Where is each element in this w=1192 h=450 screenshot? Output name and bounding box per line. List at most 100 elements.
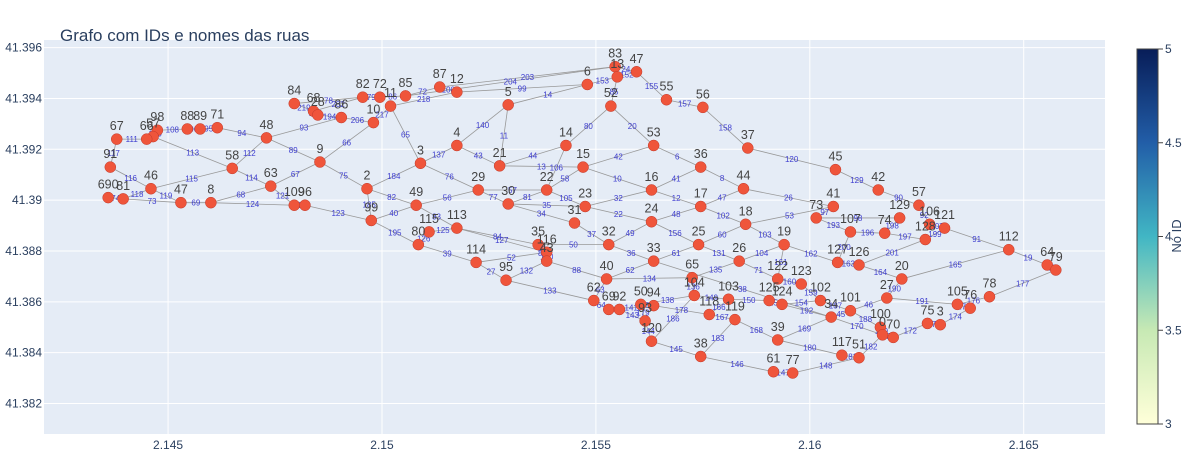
graph-node[interactable] [827, 200, 840, 213]
graph-node[interactable] [887, 331, 899, 344]
graph-node[interactable] [786, 367, 799, 379]
plot-area[interactable] [44, 40, 1105, 434]
graph-node[interactable] [433, 81, 446, 93]
graph-node[interactable] [814, 294, 827, 307]
graph-node[interactable] [878, 227, 891, 239]
graph-node[interactable] [117, 193, 129, 205]
graph-node[interactable] [560, 139, 572, 152]
graph-node[interactable] [365, 214, 378, 227]
graph-node[interactable] [778, 238, 790, 251]
graph-node[interactable] [605, 100, 617, 112]
graph-node[interactable] [645, 335, 658, 347]
graph-node[interactable] [1050, 264, 1062, 276]
graph-node[interactable] [964, 302, 976, 314]
graph-node[interactable] [635, 298, 647, 311]
graph-node[interactable] [853, 351, 865, 364]
graph-node[interactable] [356, 91, 369, 103]
graph-node[interactable] [934, 318, 947, 331]
graph-node[interactable] [205, 196, 217, 209]
graph-node[interactable] [577, 161, 589, 173]
graph-node[interactable] [893, 212, 906, 224]
graph-node[interactable] [140, 133, 153, 145]
graph-node[interactable] [836, 349, 848, 361]
graph-node[interactable] [737, 182, 750, 195]
graph-node[interactable] [829, 163, 842, 176]
graph-node[interactable] [288, 199, 301, 211]
graph-node[interactable] [493, 160, 506, 172]
graph-node[interactable] [921, 317, 934, 330]
graph-node[interactable] [1002, 243, 1015, 256]
graph-node[interactable] [795, 278, 807, 290]
graph-node[interactable] [630, 66, 643, 78]
graph-node[interactable] [451, 222, 463, 234]
graph-node[interactable] [399, 90, 412, 102]
graph-node[interactable] [1041, 259, 1053, 271]
graph-node[interactable] [722, 293, 735, 306]
graph-node[interactable] [502, 198, 514, 210]
graph-node[interactable] [872, 184, 885, 196]
graph-node[interactable] [776, 298, 788, 311]
graph-node[interactable] [502, 99, 514, 111]
graph-node[interactable] [145, 182, 157, 195]
graph-node[interactable] [264, 180, 277, 192]
graph-node[interactable] [384, 100, 397, 112]
graph-node[interactable] [697, 101, 709, 114]
graph-node[interactable] [412, 238, 425, 251]
graph-node[interactable] [226, 162, 238, 175]
graph-node[interactable] [451, 86, 463, 98]
graph-node[interactable] [470, 256, 482, 269]
graph-node[interactable] [739, 218, 752, 231]
graph-node[interactable] [414, 157, 427, 170]
graph-node[interactable] [423, 226, 435, 238]
graph-node[interactable] [613, 303, 626, 316]
graph-node[interactable] [729, 313, 741, 326]
graph-node[interactable] [314, 156, 326, 168]
graph-node[interactable] [260, 132, 273, 144]
graph-node[interactable] [175, 196, 187, 209]
graph-node[interactable] [361, 182, 373, 195]
graph-node[interactable] [647, 139, 660, 152]
graph-node[interactable] [983, 290, 996, 303]
graph-node[interactable] [771, 334, 784, 346]
graph-node[interactable] [703, 308, 716, 321]
graph-node[interactable] [451, 139, 463, 152]
graph-node[interactable] [771, 273, 784, 285]
graph-node[interactable] [767, 365, 780, 378]
graph-node[interactable] [853, 259, 865, 271]
graph-node[interactable] [639, 315, 651, 327]
graph-node[interactable] [831, 256, 844, 269]
graph-node[interactable] [335, 111, 348, 124]
graph-node[interactable] [500, 274, 512, 286]
graph-node[interactable] [763, 294, 775, 307]
graph-node[interactable] [102, 191, 114, 204]
graph-node[interactable] [181, 123, 194, 135]
graph-node[interactable] [647, 299, 660, 312]
graph-node[interactable] [686, 271, 698, 284]
graph-node[interactable] [645, 184, 658, 196]
graph-node[interactable] [688, 289, 701, 302]
graph-node[interactable] [694, 350, 707, 363]
graph-node[interactable] [194, 123, 206, 135]
graph-node[interactable] [938, 222, 951, 234]
graph-node[interactable] [742, 142, 754, 154]
graph-node[interactable] [647, 255, 660, 267]
graph-node[interactable] [600, 273, 613, 285]
graph-node[interactable] [825, 311, 837, 323]
graph-node[interactable] [299, 199, 311, 211]
graph-node[interactable] [694, 200, 707, 213]
graph-node[interactable] [532, 238, 544, 251]
graph-node[interactable] [876, 329, 889, 341]
graph-node[interactable] [810, 212, 822, 224]
graph-node[interactable] [844, 226, 857, 238]
graph-node[interactable] [540, 184, 553, 196]
graph-node[interactable] [581, 78, 594, 91]
graph-node[interactable] [881, 292, 893, 304]
graph-node[interactable] [951, 298, 964, 311]
graph-node[interactable] [919, 233, 932, 246]
graph-node[interactable] [312, 109, 324, 121]
graph-node[interactable] [579, 200, 591, 213]
graph-node[interactable] [660, 93, 673, 106]
graph-node[interactable] [211, 121, 224, 134]
graph-node[interactable] [692, 238, 705, 251]
graph-node[interactable] [367, 116, 380, 129]
